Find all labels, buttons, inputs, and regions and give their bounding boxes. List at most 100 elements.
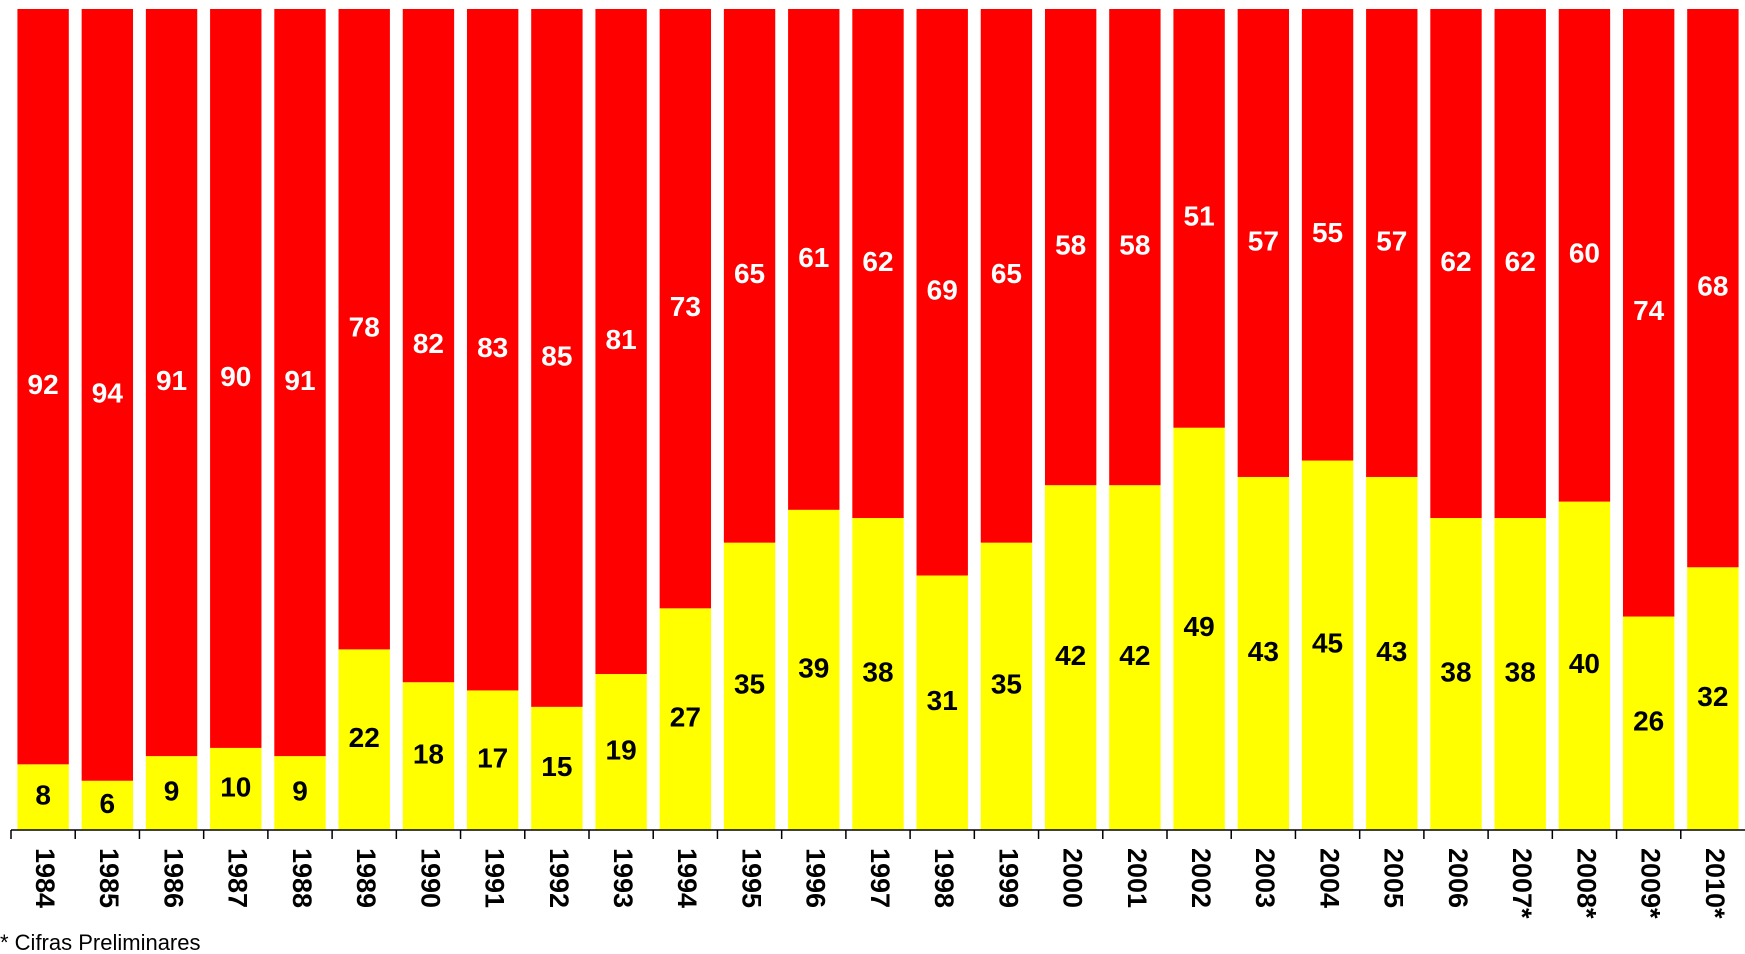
data-label: 83	[477, 332, 508, 363]
x-tick-label: 1998	[929, 848, 959, 908]
bar-segment	[1301, 9, 1354, 461]
x-tick-label: 2000	[1058, 848, 1088, 908]
data-label: 9	[164, 775, 180, 806]
data-label: 57	[1376, 225, 1407, 256]
bar-segment	[916, 9, 968, 576]
data-label: 22	[349, 722, 380, 753]
data-label: 73	[670, 291, 701, 322]
data-label: 8	[35, 780, 51, 811]
bar-segment	[1687, 567, 1739, 830]
bar-segment	[531, 9, 583, 707]
x-tick-label: 1990	[415, 848, 445, 908]
x-tick-label: 2003	[1250, 848, 1280, 908]
data-label: 38	[1505, 656, 1536, 687]
data-label: 18	[413, 739, 444, 770]
bar-segment	[338, 9, 390, 650]
data-label: 65	[734, 258, 765, 289]
bar-segment	[1044, 485, 1097, 830]
x-tick-label: 1988	[287, 848, 317, 908]
bar-segment	[1109, 485, 1161, 830]
data-label: 90	[220, 361, 251, 392]
x-tick-label: 1987	[223, 848, 253, 908]
data-label: 62	[1440, 246, 1471, 277]
bar-segment	[980, 9, 1033, 543]
data-label: 39	[798, 652, 829, 683]
data-label: 19	[606, 734, 637, 765]
bar-segment	[466, 9, 519, 691]
bar-segment	[1430, 9, 1482, 519]
data-label: 49	[1184, 611, 1215, 642]
bar-segment	[1366, 9, 1418, 477]
bar-segment	[980, 542, 1033, 830]
bar-segment	[852, 518, 904, 830]
bar-segment	[1558, 9, 1611, 502]
data-label: 43	[1248, 636, 1279, 667]
x-tick-label: 1984	[30, 848, 60, 908]
x-tick-label: 1994	[672, 848, 702, 908]
data-label: 42	[1055, 640, 1086, 671]
data-label: 10	[220, 771, 251, 802]
bar-segment	[402, 682, 455, 830]
data-label: 38	[1440, 656, 1471, 687]
bar-segment	[916, 575, 968, 830]
data-label: 55	[1312, 217, 1343, 248]
x-tick-label: 1992	[544, 848, 574, 908]
bar-segment	[1237, 9, 1290, 477]
bar-segment	[145, 9, 198, 757]
bar-segment	[659, 9, 712, 609]
x-tick-label: 2010*	[1700, 848, 1730, 919]
bar-segment	[145, 756, 198, 830]
bar-segment	[1044, 9, 1097, 486]
bar-segment	[338, 649, 390, 830]
data-label: 94	[92, 377, 124, 408]
bar-segment	[274, 9, 326, 757]
data-label: 82	[413, 328, 444, 359]
bar-segment	[531, 706, 583, 830]
bar-segment	[852, 9, 904, 519]
bar-segment	[1430, 518, 1482, 830]
data-label: 51	[1184, 201, 1215, 232]
x-tick-label: 2009*	[1636, 848, 1666, 919]
x-tick-label: 1993	[608, 848, 638, 908]
bar-segment	[659, 608, 712, 830]
data-label: 78	[349, 312, 380, 343]
bar-segment	[1366, 476, 1418, 830]
data-label: 35	[991, 669, 1022, 700]
data-label: 62	[1505, 246, 1536, 277]
bar-segment	[1687, 9, 1739, 568]
bar-segment	[1622, 616, 1675, 830]
data-label: 91	[284, 365, 315, 396]
data-label: 43	[1376, 636, 1407, 667]
data-label: 60	[1569, 238, 1600, 269]
data-label: 31	[927, 685, 958, 716]
data-label: 15	[541, 751, 572, 782]
bar-segment	[788, 509, 840, 830]
data-label: 92	[28, 369, 59, 400]
data-label: 38	[862, 656, 893, 687]
data-label: 26	[1633, 706, 1664, 737]
bar-segment	[1173, 427, 1225, 830]
x-tick-label: 2004	[1314, 848, 1344, 908]
bar-segment	[17, 9, 69, 765]
data-label: 69	[927, 275, 958, 306]
data-label: 45	[1312, 628, 1343, 659]
data-label: 74	[1633, 295, 1665, 326]
bar-segment	[17, 764, 69, 830]
data-label: 6	[100, 788, 116, 819]
x-tick-label: 2007*	[1507, 848, 1537, 919]
bar-segment	[1494, 518, 1546, 830]
x-tick-label: 1995	[736, 848, 766, 908]
data-label: 65	[991, 258, 1022, 289]
x-tick-label: 1985	[94, 848, 124, 908]
bar-segment	[1173, 9, 1225, 428]
bar-segment	[788, 9, 840, 510]
data-label: 35	[734, 669, 765, 700]
bar-segment	[595, 674, 647, 830]
x-tick-label: 2002	[1186, 848, 1216, 908]
data-label: 68	[1697, 271, 1728, 302]
bar-segment	[210, 747, 262, 830]
data-label: 27	[670, 702, 701, 733]
data-label: 58	[1119, 229, 1150, 260]
x-tick-label: 2005	[1379, 848, 1409, 908]
bar-segment	[595, 9, 647, 675]
